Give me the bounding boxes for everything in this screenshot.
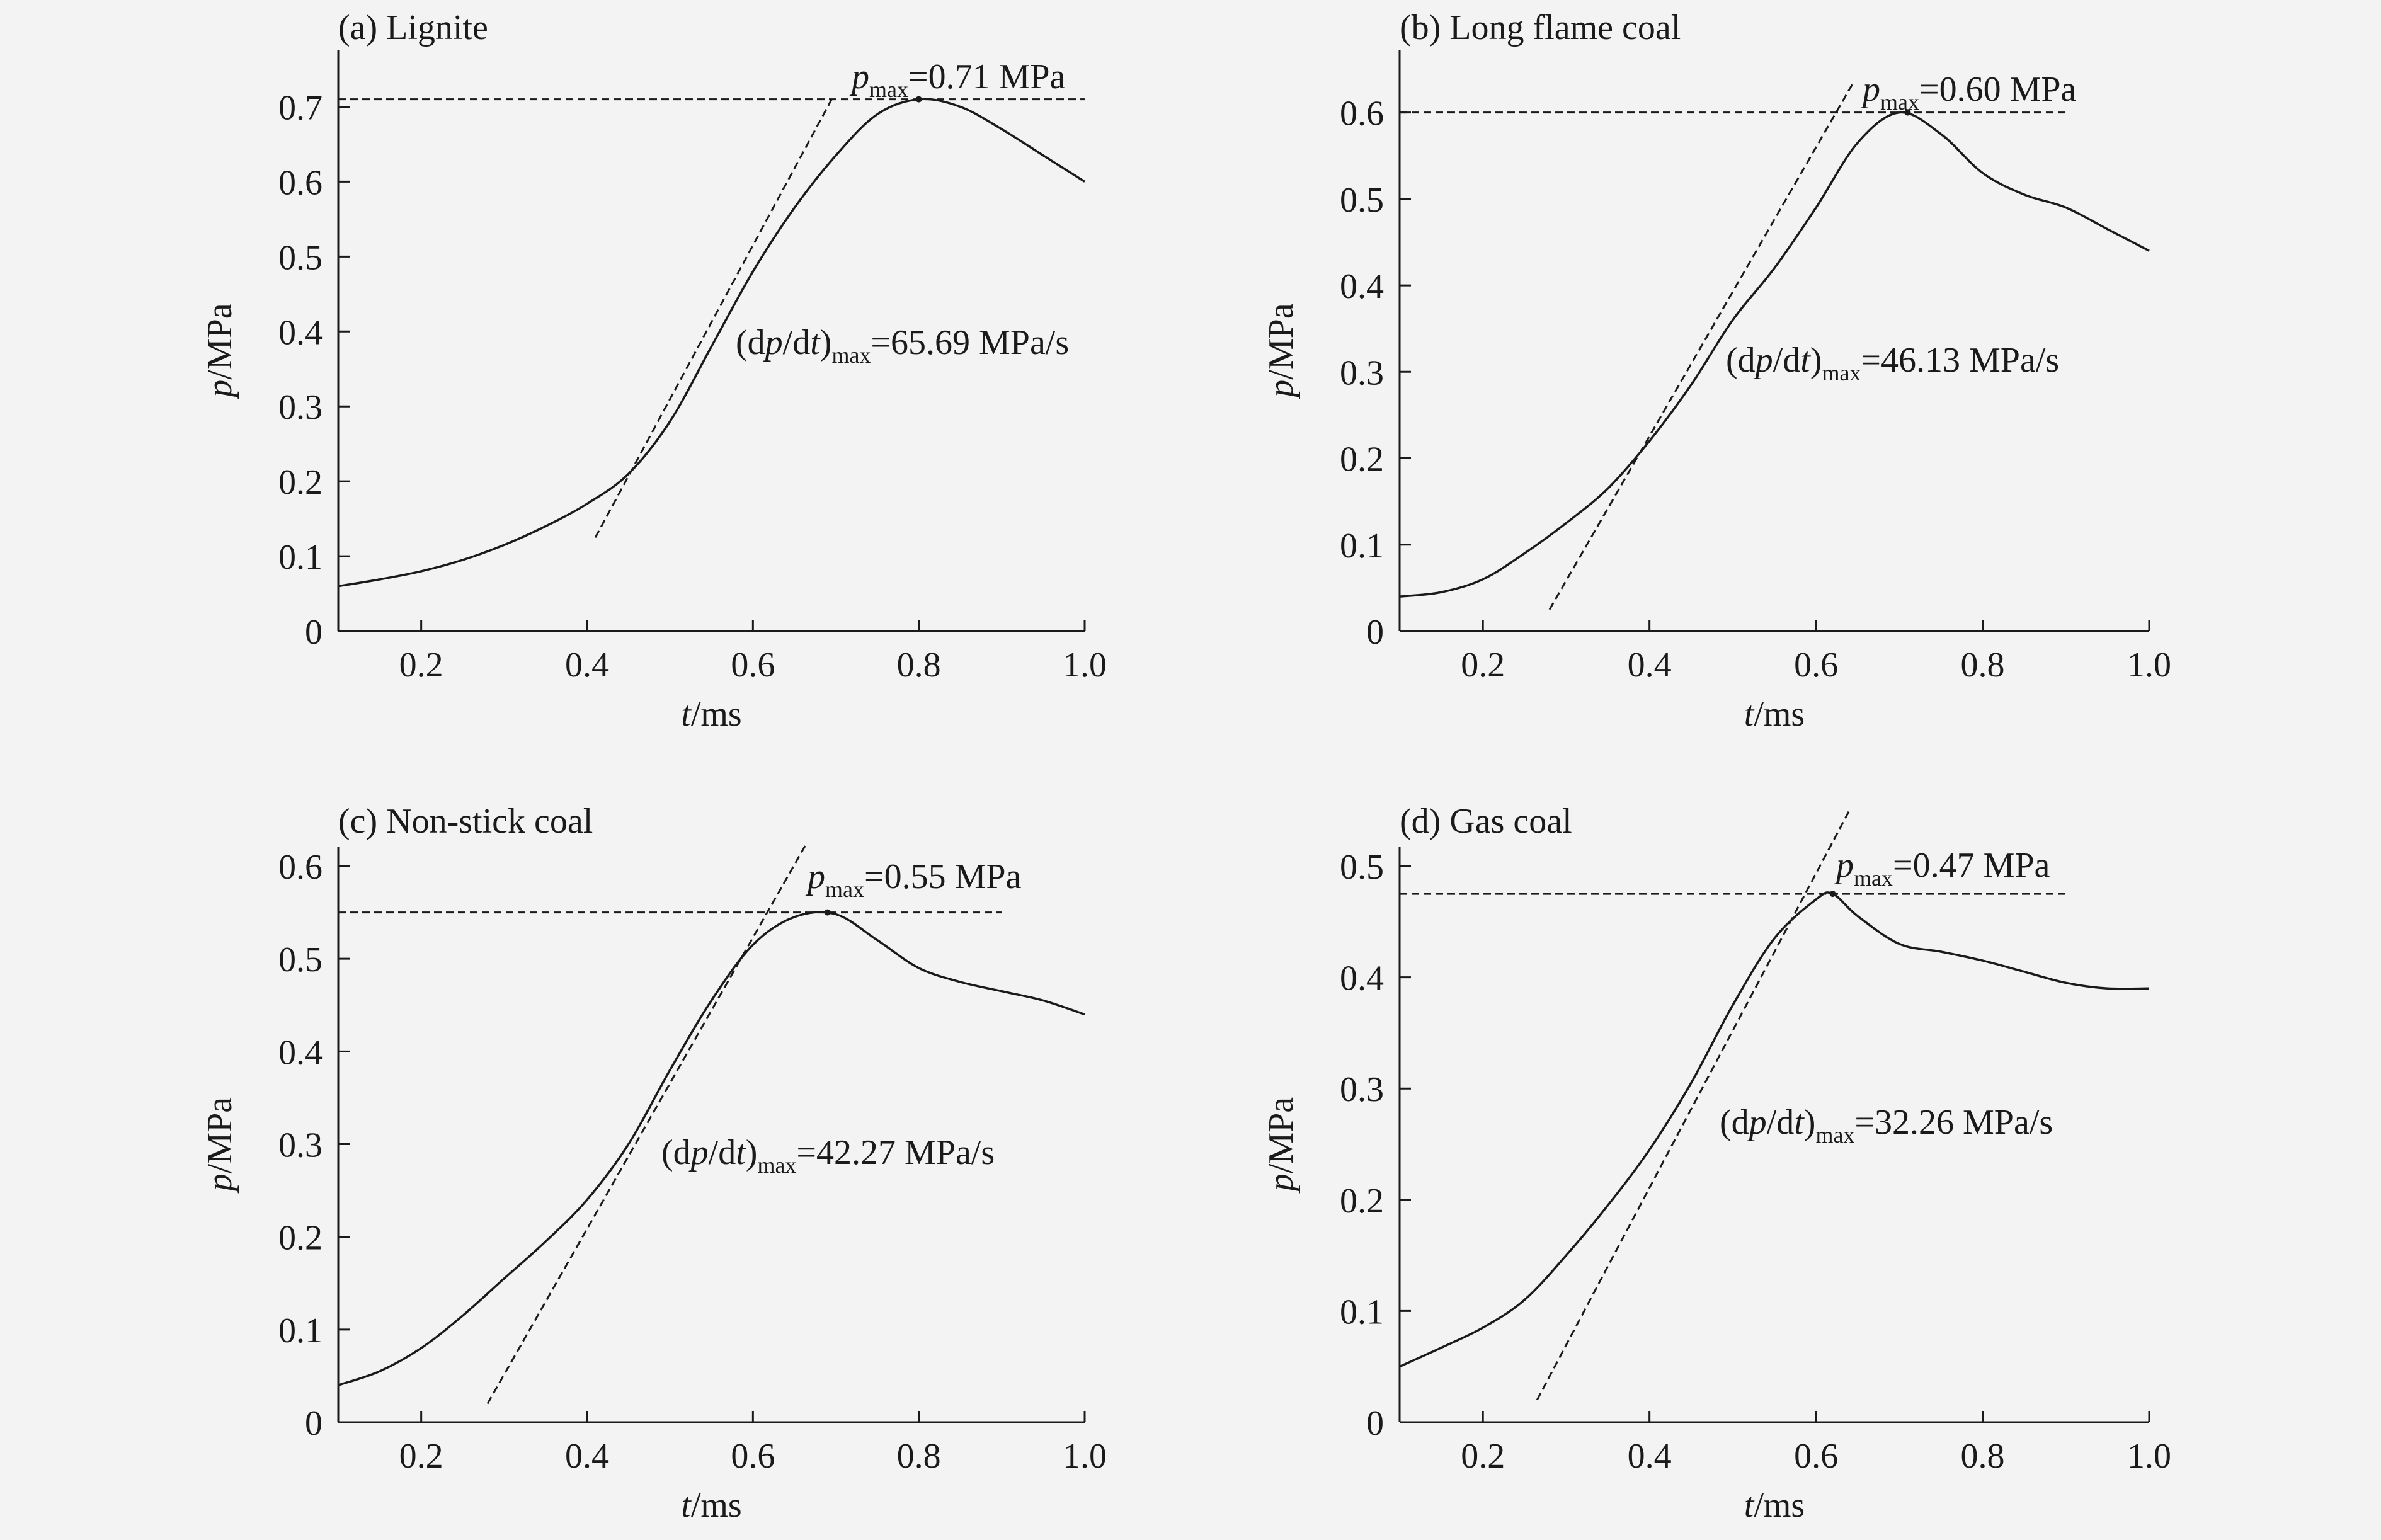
y-tick-label: 0.6: [1340, 94, 1384, 134]
x-tick-label: 0.4: [565, 646, 609, 685]
x-tick-label: 0.2: [1461, 646, 1505, 685]
y-tick-label: 0.5: [1340, 848, 1384, 887]
y-tick-label: 0.4: [278, 1033, 323, 1072]
y-tick-label: 0.6: [278, 848, 323, 887]
y-tick-label: 0.4: [1340, 267, 1384, 306]
peak-marker: [1829, 891, 1836, 898]
peak-marker: [824, 909, 831, 916]
pressure-curve: [338, 98, 1085, 588]
x-tick-label: 0.8: [1961, 646, 2005, 685]
x-axis-label: t/ms: [681, 695, 741, 734]
tangent-line: [1548, 81, 1854, 610]
x-tick-label: 1.0: [2127, 1437, 2171, 1476]
x-tick-label: 1.0: [1063, 1437, 1107, 1476]
x-tick-label: 0.4: [1628, 646, 1672, 685]
y-tick-label: 0.3: [1340, 1070, 1384, 1109]
y-tick-label: 0.1: [278, 538, 323, 577]
chart-title: (a) Lignite: [338, 8, 488, 47]
chart-panel-3: 0.2 0.4 0.6 0.8 1.0 0 0.1 0.2 0.3 0.4 0.5 (d) Gas c…: [1262, 802, 2171, 1525]
x-tick-label: 0.6: [1794, 646, 1838, 685]
x-tick-label: 0.8: [897, 1437, 941, 1476]
y-tick-label: 0.5: [1340, 181, 1384, 220]
y-tick-label: 0.3: [278, 388, 323, 427]
y-tick-label: 0.4: [278, 313, 323, 352]
x-axis-label: t/ms: [681, 1486, 741, 1525]
x-tick-label: 0.8: [897, 646, 941, 685]
x-axis-label: t/ms: [1744, 695, 1805, 734]
rate-label: (dp/dt)max=42.27 MPa/s: [661, 1133, 995, 1178]
chart-title: (d) Gas coal: [1400, 802, 1572, 841]
y-tick-label: 0.2: [278, 1219, 323, 1258]
x-axis-label: t/ms: [1744, 1486, 1805, 1525]
chart-panel-0: 0.2 0.4 0.6 0.8 1.0 0 0.1 0.2 0.3 0.4 0.5 0.6 0.7 (a)…: [200, 8, 1107, 734]
chart-panel-1: 0.2 0.4 0.6 0.8 1.0 0 0.1 0.2 0.3 0.4 0.5 0.6 (b) Lo…: [1262, 8, 2171, 734]
chart-panel-2: 0.2 0.4 0.6 0.8 1.0 0 0.1 0.2 0.3 0.4 0.5 0.6 (c) No…: [200, 802, 1107, 1525]
y-tick-label: 0.5: [278, 940, 323, 979]
pmax-label: pmax=0.47 MPa: [1834, 846, 2050, 891]
y-tick-label: 0.1: [1340, 1292, 1384, 1332]
pressure-curve: [1399, 111, 2150, 598]
x-tick-label: 0.2: [399, 646, 443, 685]
peak-marker: [915, 96, 922, 103]
y-axis-label: p/MPa: [1262, 303, 1301, 399]
y-tick-label: 0.1: [278, 1311, 323, 1350]
x-tick-label: 0.6: [731, 1437, 775, 1476]
x-tick-label: 1.0: [2127, 646, 2171, 685]
y-tick-label: 0.4: [1340, 959, 1384, 998]
y-axis-label: p/MPa: [200, 1097, 239, 1194]
y-tick-label: 0.2: [278, 463, 323, 502]
y-tick-label: 0.5: [278, 238, 323, 277]
pressure-curve: [338, 911, 1085, 1386]
pmax-label: pmax=0.71 MPa: [849, 57, 1066, 102]
y-tick-label: 0.1: [1340, 527, 1384, 566]
rate-label: (dp/dt)max=32.26 MPa/s: [1720, 1103, 2053, 1148]
y-tick-label: 0: [1366, 613, 1384, 652]
y-axis-label: p/MPa: [200, 303, 239, 399]
x-tick-label: 0.6: [1794, 1437, 1838, 1476]
rate-label: (dp/dt)max=46.13 MPa/s: [1726, 341, 2059, 385]
x-tick-label: 1.0: [1063, 646, 1107, 685]
x-tick-label: 0.8: [1961, 1437, 2005, 1476]
y-tick-label: 0: [305, 1404, 323, 1443]
x-tick-label: 0.2: [1461, 1437, 1505, 1476]
chart-title: (b) Long flame coal: [1400, 8, 1681, 47]
pmax-label: pmax=0.55 MPa: [805, 857, 1022, 902]
pressure-curve: [1399, 891, 2150, 1368]
rate-label: (dp/dt)max=65.69 MPa/s: [736, 323, 1069, 368]
y-axis-label: p/MPa: [1262, 1097, 1301, 1194]
y-tick-label: 0.3: [278, 1126, 323, 1165]
y-tick-label: 0.7: [278, 88, 323, 127]
y-tick-label: 0.2: [1340, 1182, 1384, 1221]
y-tick-label: 0.3: [1340, 353, 1384, 392]
x-tick-label: 0.2: [399, 1437, 443, 1476]
x-tick-label: 0.4: [1628, 1437, 1672, 1476]
x-tick-label: 0.4: [565, 1437, 609, 1476]
tangent-line: [1536, 809, 1851, 1401]
peak-marker: [1904, 109, 1911, 116]
chart-title: (c) Non-stick coal: [338, 802, 593, 841]
y-tick-label: 0: [1366, 1404, 1384, 1443]
y-tick-label: 0: [305, 613, 323, 652]
y-tick-label: 0.6: [278, 163, 323, 202]
x-tick-label: 0.6: [731, 646, 775, 685]
pmax-label: pmax=0.60 MPa: [1860, 70, 2077, 115]
y-tick-label: 0.2: [1340, 440, 1384, 479]
